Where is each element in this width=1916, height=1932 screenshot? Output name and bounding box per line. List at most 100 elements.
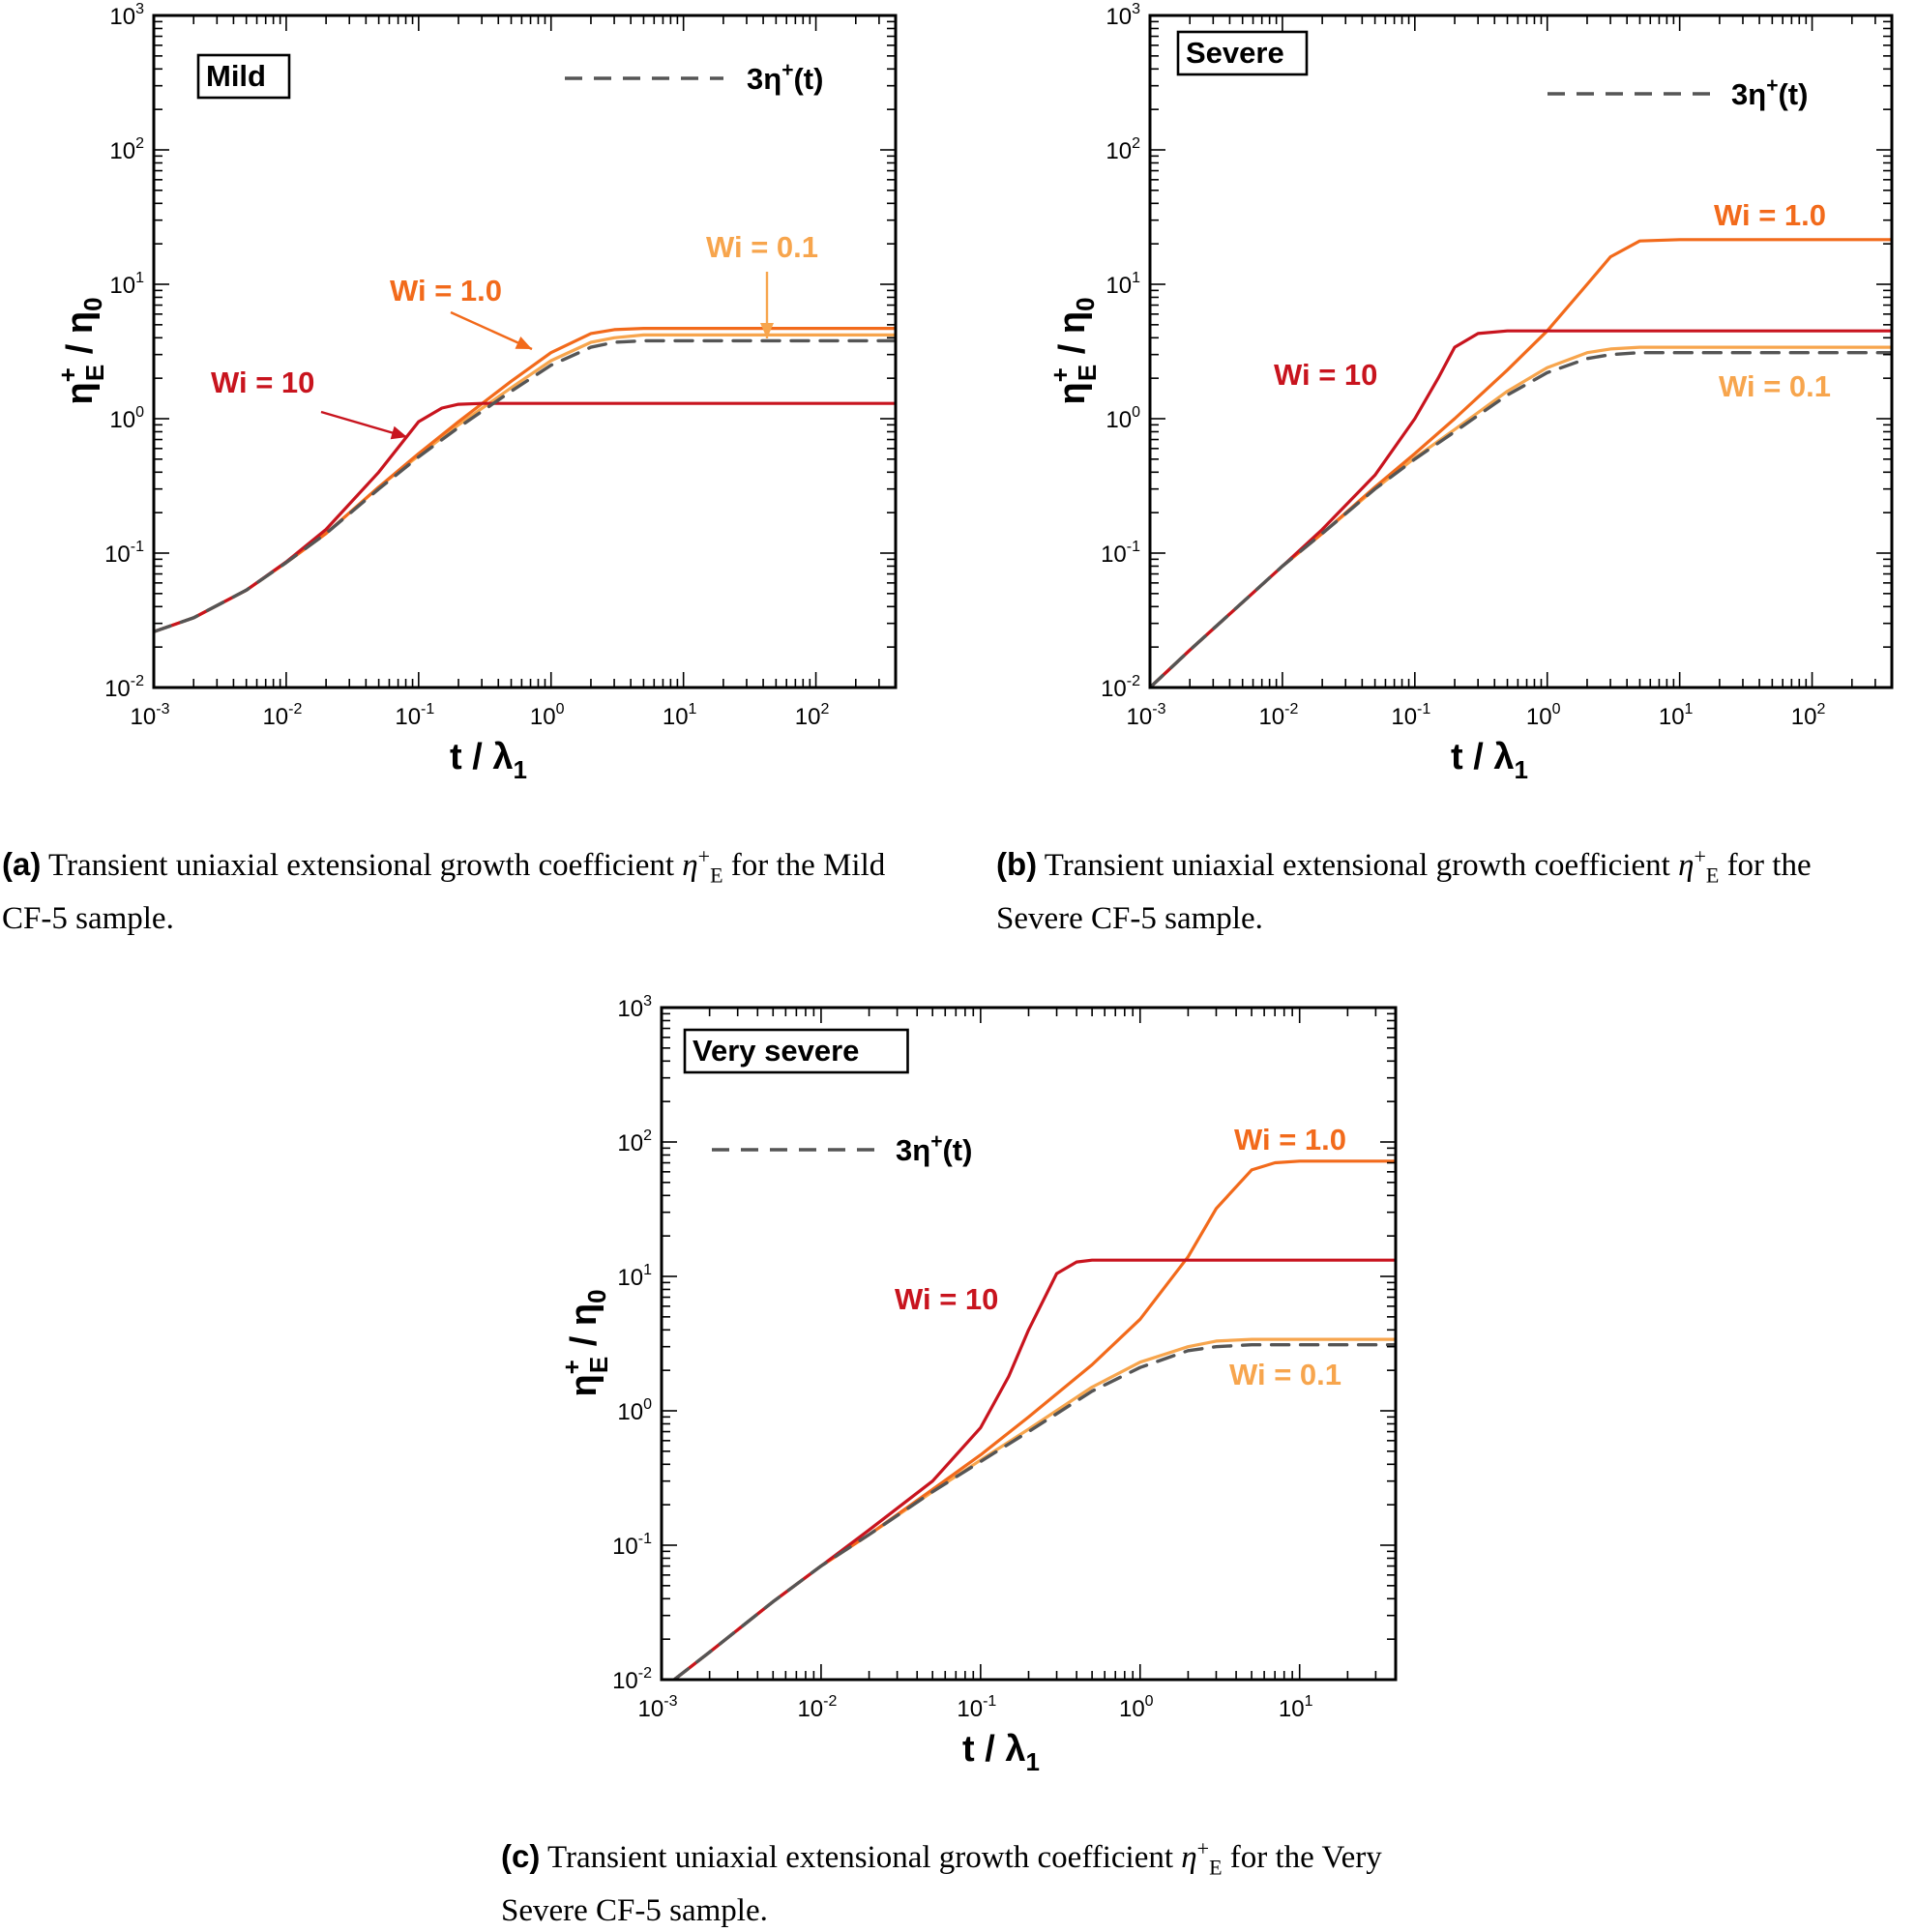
x-tick-label: 101 bbox=[1659, 701, 1694, 730]
legend-label: 3η+(t) bbox=[1731, 74, 1808, 111]
y-tick-label: 102 bbox=[109, 135, 144, 164]
caption-b-sup: + bbox=[1694, 844, 1706, 868]
y-axis-label-group: η+E / η0 bbox=[557, 1289, 613, 1396]
ticks bbox=[153, 15, 897, 688]
annotation-label: Wi = 10 bbox=[1274, 358, 1377, 392]
x-tick-label: 10-1 bbox=[395, 701, 434, 730]
y-tick-label: 10-2 bbox=[104, 673, 144, 702]
caption-b: (b) Transient uniaxial extensional growt… bbox=[996, 835, 1916, 940]
x-tick-label: 10-1 bbox=[1391, 701, 1430, 730]
x-tick-label: 101 bbox=[1279, 1693, 1313, 1722]
x-tick-label: 10-2 bbox=[262, 701, 302, 730]
y-tick-label: 101 bbox=[1105, 270, 1140, 299]
caption-b-label: (b) bbox=[996, 846, 1038, 882]
series-line-wi-1.0 bbox=[1150, 238, 1892, 688]
caption-b-text: Transient uniaxial extensional growth co… bbox=[1037, 848, 1679, 883]
y-axis-label: η+E / η0 bbox=[557, 1289, 613, 1396]
y-tick-label: 103 bbox=[109, 1, 144, 30]
y-axis-label-group: η+E / η0 bbox=[1046, 297, 1102, 404]
caption-c-line2: Severe CF-5 sample. bbox=[501, 1892, 768, 1928]
panel-label: Very severe bbox=[693, 1034, 859, 1068]
annotation-label: Wi = 0.1 bbox=[1719, 369, 1831, 403]
annotation-arrowhead bbox=[515, 337, 532, 349]
annotation-label: Wi = 1.0 bbox=[1714, 198, 1826, 232]
caption-c-symbol: η bbox=[1181, 1840, 1197, 1875]
caption-b-symbol: η bbox=[1678, 848, 1695, 883]
caption-a-label: (a) bbox=[2, 846, 42, 882]
annotation-label: Wi = 1.0 bbox=[390, 274, 502, 307]
y-tick-label: 100 bbox=[1105, 404, 1140, 433]
chart-b: 10-3 10-2 10-1 100 101 10210-210-110010110210… bbox=[1046, 1, 1894, 784]
caption-c-label: (c) bbox=[501, 1838, 541, 1874]
x-tick-label: 100 bbox=[1119, 1693, 1154, 1722]
panel-label: Severe bbox=[1186, 36, 1284, 70]
x-axis-label: t / λ1 bbox=[450, 737, 527, 784]
ticks bbox=[661, 1007, 1397, 1681]
y-tick-label: 101 bbox=[617, 1262, 652, 1291]
x-tick-label: 102 bbox=[795, 701, 830, 730]
y-tick-label: 103 bbox=[1105, 1, 1140, 30]
y-axis-label: η+E / η0 bbox=[1046, 297, 1102, 404]
y-tick-label: 100 bbox=[109, 404, 144, 433]
panel-label-box bbox=[196, 53, 291, 100]
annotation-label: Wi = 0.1 bbox=[706, 230, 818, 264]
y-tick-label: 101 bbox=[109, 270, 144, 299]
caption-c-text2: for the Very bbox=[1222, 1840, 1382, 1875]
y-axis-label-group: η+E / η0 bbox=[53, 297, 109, 404]
panel-label: Mild bbox=[206, 59, 266, 93]
y-tick-label: 103 bbox=[617, 993, 652, 1022]
legend-label: 3η+(t) bbox=[896, 1130, 972, 1167]
y-tick-label: 10-1 bbox=[104, 539, 144, 568]
caption-a-symbol: η bbox=[682, 848, 698, 883]
annotation-arrowhead bbox=[760, 323, 774, 338]
caption-a: (a) Transient uniaxial extensional growt… bbox=[2, 835, 988, 940]
annotation-label: Wi = 0.1 bbox=[1229, 1358, 1341, 1391]
caption-c-sup: + bbox=[1196, 1836, 1210, 1860]
caption-b-line2: Severe CF-5 sample. bbox=[996, 900, 1263, 936]
x-tick-label: 102 bbox=[1791, 701, 1826, 730]
caption-b-sub: E bbox=[1705, 863, 1720, 888]
series-line-reference bbox=[672, 1342, 1396, 1680]
caption-c: (c) Transient uniaxial extensional growt… bbox=[501, 1828, 1488, 1932]
series-group bbox=[1150, 238, 1892, 688]
caption-a-text: Transient uniaxial extensional growth co… bbox=[41, 848, 683, 883]
ticks bbox=[1149, 15, 1893, 688]
caption-c-text: Transient uniaxial extensional growth co… bbox=[540, 1840, 1182, 1875]
x-tick-label: 10-3 bbox=[638, 1693, 678, 1722]
y-tick-label: 10-1 bbox=[1101, 539, 1140, 568]
x-tick-label: 10-3 bbox=[131, 701, 170, 730]
y-axis-label: η+E / η0 bbox=[53, 297, 109, 404]
x-tick-label: 10-2 bbox=[1258, 701, 1298, 730]
annotation-label: Wi = 10 bbox=[895, 1282, 998, 1316]
series-line-wi-10 bbox=[154, 401, 896, 633]
annotation-arrowhead bbox=[390, 425, 407, 440]
annotation-label: Wi = 10 bbox=[211, 366, 314, 399]
x-tick-label: 10-3 bbox=[1127, 701, 1166, 730]
y-tick-label: 10-2 bbox=[612, 1665, 652, 1694]
caption-c-sub: E bbox=[1209, 1855, 1223, 1880]
series-group bbox=[672, 1159, 1396, 1680]
caption-a-sup: + bbox=[697, 844, 711, 868]
x-tick-label: 100 bbox=[530, 701, 565, 730]
x-axis-label: t / λ1 bbox=[1451, 737, 1528, 784]
panel-label-box bbox=[683, 1028, 909, 1074]
series-group bbox=[154, 327, 896, 633]
y-tick-label: 10-1 bbox=[612, 1531, 652, 1560]
panel-label-box bbox=[1176, 30, 1309, 76]
caption-a-sub: E bbox=[710, 863, 723, 888]
annotation-label: Wi = 1.0 bbox=[1234, 1123, 1346, 1156]
x-tick-label: 10-1 bbox=[957, 1693, 996, 1722]
chart-c: 10-3 10-2 10-1 100 10110-210-1100101102103t … bbox=[557, 993, 1398, 1776]
y-tick-label: 10-2 bbox=[1101, 673, 1140, 702]
x-tick-label: 10-2 bbox=[797, 1693, 837, 1722]
series-line-reference bbox=[154, 338, 896, 633]
x-tick-label: 101 bbox=[663, 701, 697, 730]
caption-a-line2: CF-5 sample. bbox=[2, 900, 174, 936]
legend-label: 3η+(t) bbox=[747, 59, 823, 96]
y-tick-label: 100 bbox=[617, 1396, 652, 1425]
x-axis-label: t / λ1 bbox=[962, 1729, 1040, 1776]
series-line-wi-1.0 bbox=[672, 1159, 1396, 1680]
caption-b-text2: for the bbox=[1719, 848, 1812, 883]
y-tick-label: 102 bbox=[1105, 135, 1140, 164]
